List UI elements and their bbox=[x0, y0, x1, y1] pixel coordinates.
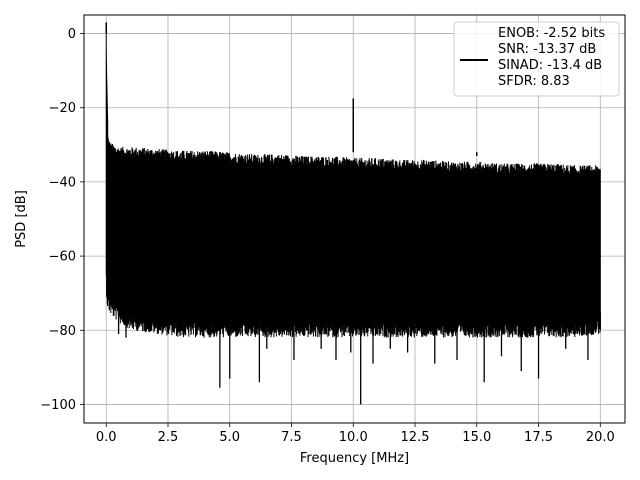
legend-entry-2: SINAD: -13.4 dB bbox=[498, 58, 602, 73]
legend-entry-1: SNR: -13.37 dB bbox=[498, 42, 596, 57]
psd-band-fill bbox=[106, 37, 601, 317]
y-axis-label: PSD [dB] bbox=[14, 190, 29, 248]
y-tick-label-1: −20 bbox=[49, 101, 76, 116]
x-axis: 0.0 2.5 5.0 7.5 10.0 12.5 15.0 17.5 20.0 bbox=[96, 423, 615, 445]
y-axis: 0 −20 −40 −60 −80 −100 bbox=[40, 27, 84, 413]
y-tick-label-4: −80 bbox=[49, 324, 76, 339]
y-tick-label-5: −100 bbox=[40, 398, 76, 413]
x-tick-label-1: 2.5 bbox=[158, 430, 179, 445]
x-axis-label: Frequency [MHz] bbox=[300, 451, 409, 466]
x-tick-label-0: 0.0 bbox=[96, 430, 117, 445]
x-tick-label-5: 12.5 bbox=[401, 430, 430, 445]
x-tick-label-2: 5.0 bbox=[219, 430, 240, 445]
x-tick-label-8: 20.0 bbox=[586, 430, 615, 445]
data-layer bbox=[105, 22, 601, 405]
plot-frame bbox=[83, 14, 626, 424]
y-tick-label-3: −60 bbox=[49, 250, 76, 265]
x-tick-label-4: 10.0 bbox=[339, 430, 368, 445]
x-tick-label-7: 17.5 bbox=[524, 430, 553, 445]
x-tick-label-6: 15.0 bbox=[462, 430, 491, 445]
y-tick-label-2: −40 bbox=[49, 175, 76, 190]
psd-dc-peak bbox=[106, 33, 109, 294]
legend-entry-3: SFDR: 8.83 bbox=[498, 74, 570, 89]
legend-entry-0: ENOB: -2.52 bits bbox=[498, 26, 605, 41]
x-tick-label-3: 7.5 bbox=[281, 430, 302, 445]
legend-box bbox=[453, 21, 620, 97]
y-tick-label-0: 0 bbox=[68, 27, 76, 42]
